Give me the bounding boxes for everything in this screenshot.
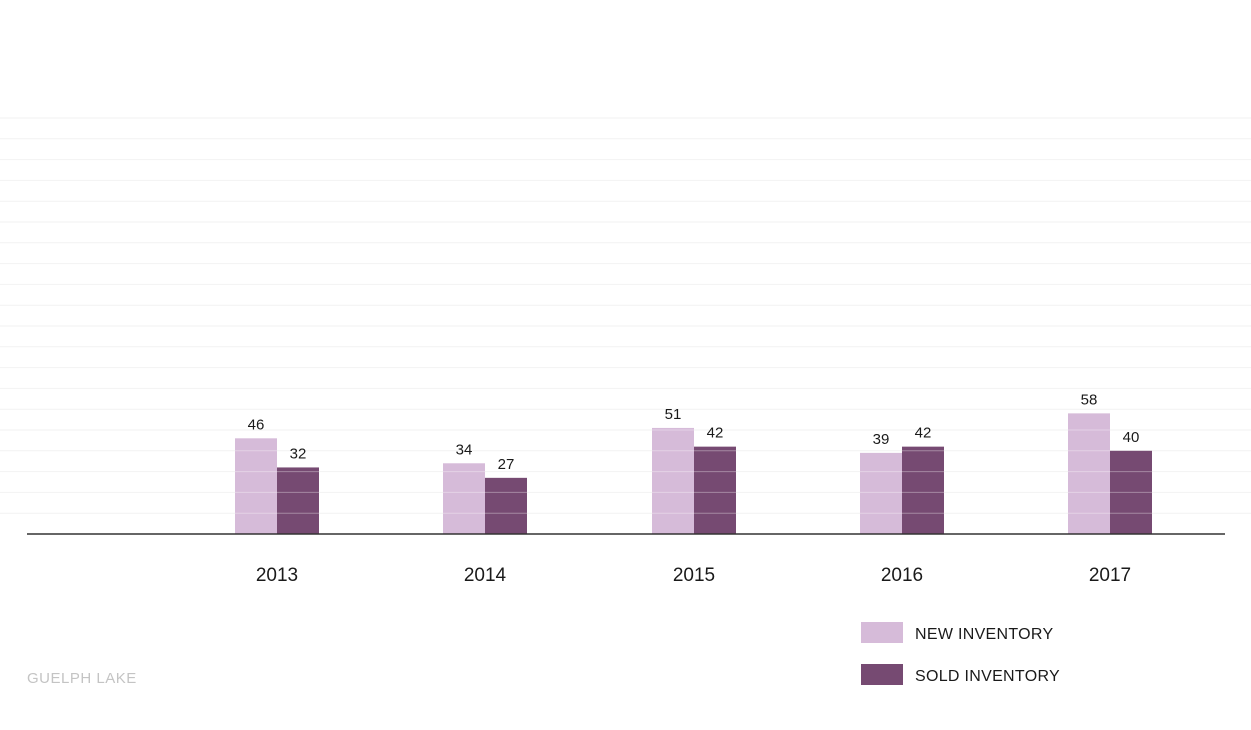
value-label-new-2014: 34 (456, 441, 473, 458)
bar-sold-inventory-2017 (1110, 450, 1152, 534)
category-label-2013: 2013 (256, 565, 298, 586)
legend-label-new-inventory: NEW INVENTORY (915, 626, 1054, 643)
value-label-sold-2014: 27 (498, 456, 515, 473)
bar-sold-inventory-2013 (277, 467, 319, 534)
bar-new-inventory-2017 (1068, 413, 1110, 534)
value-label-new-2015: 51 (665, 406, 682, 423)
value-labels: 46 32 34 27 51 42 39 42 58 40 (248, 391, 1140, 472)
bar-new-inventory-2016 (860, 452, 902, 534)
category-label-2016: 2016 (881, 565, 923, 586)
legend-swatch-new-inventory (861, 622, 903, 643)
value-label-new-2013: 46 (248, 416, 265, 433)
bar-new-inventory-2014 (443, 463, 485, 534)
category-label-2015: 2015 (673, 565, 715, 586)
bar-sold-inventory-2014 (485, 477, 527, 534)
legend-label-sold-inventory: SOLD INVENTORY (915, 668, 1060, 685)
value-label-sold-2013: 32 (290, 445, 307, 462)
legend-swatch-sold-inventory (861, 664, 903, 685)
category-label-2017: 2017 (1089, 565, 1131, 586)
value-label-sold-2017: 40 (1123, 429, 1140, 446)
bar-new-inventory-2015 (652, 427, 694, 534)
value-label-new-2016: 39 (873, 431, 890, 448)
bar-sold-inventory-2016 (902, 446, 944, 534)
value-label-new-2017: 58 (1081, 391, 1098, 408)
value-label-sold-2016: 42 (915, 425, 932, 442)
bars (235, 413, 1152, 534)
bar-new-inventory-2013 (235, 438, 277, 534)
bar-gridline-overlay (235, 429, 1152, 514)
gridlines (0, 117, 1251, 514)
footer-location-label: GUELPH LAKE (27, 670, 137, 687)
category-label-2014: 2014 (464, 565, 507, 586)
value-label-sold-2015: 42 (707, 425, 724, 442)
bar-sold-inventory-2015 (694, 446, 736, 534)
category-labels: 2013 2014 2015 2016 2017 (256, 565, 1131, 586)
